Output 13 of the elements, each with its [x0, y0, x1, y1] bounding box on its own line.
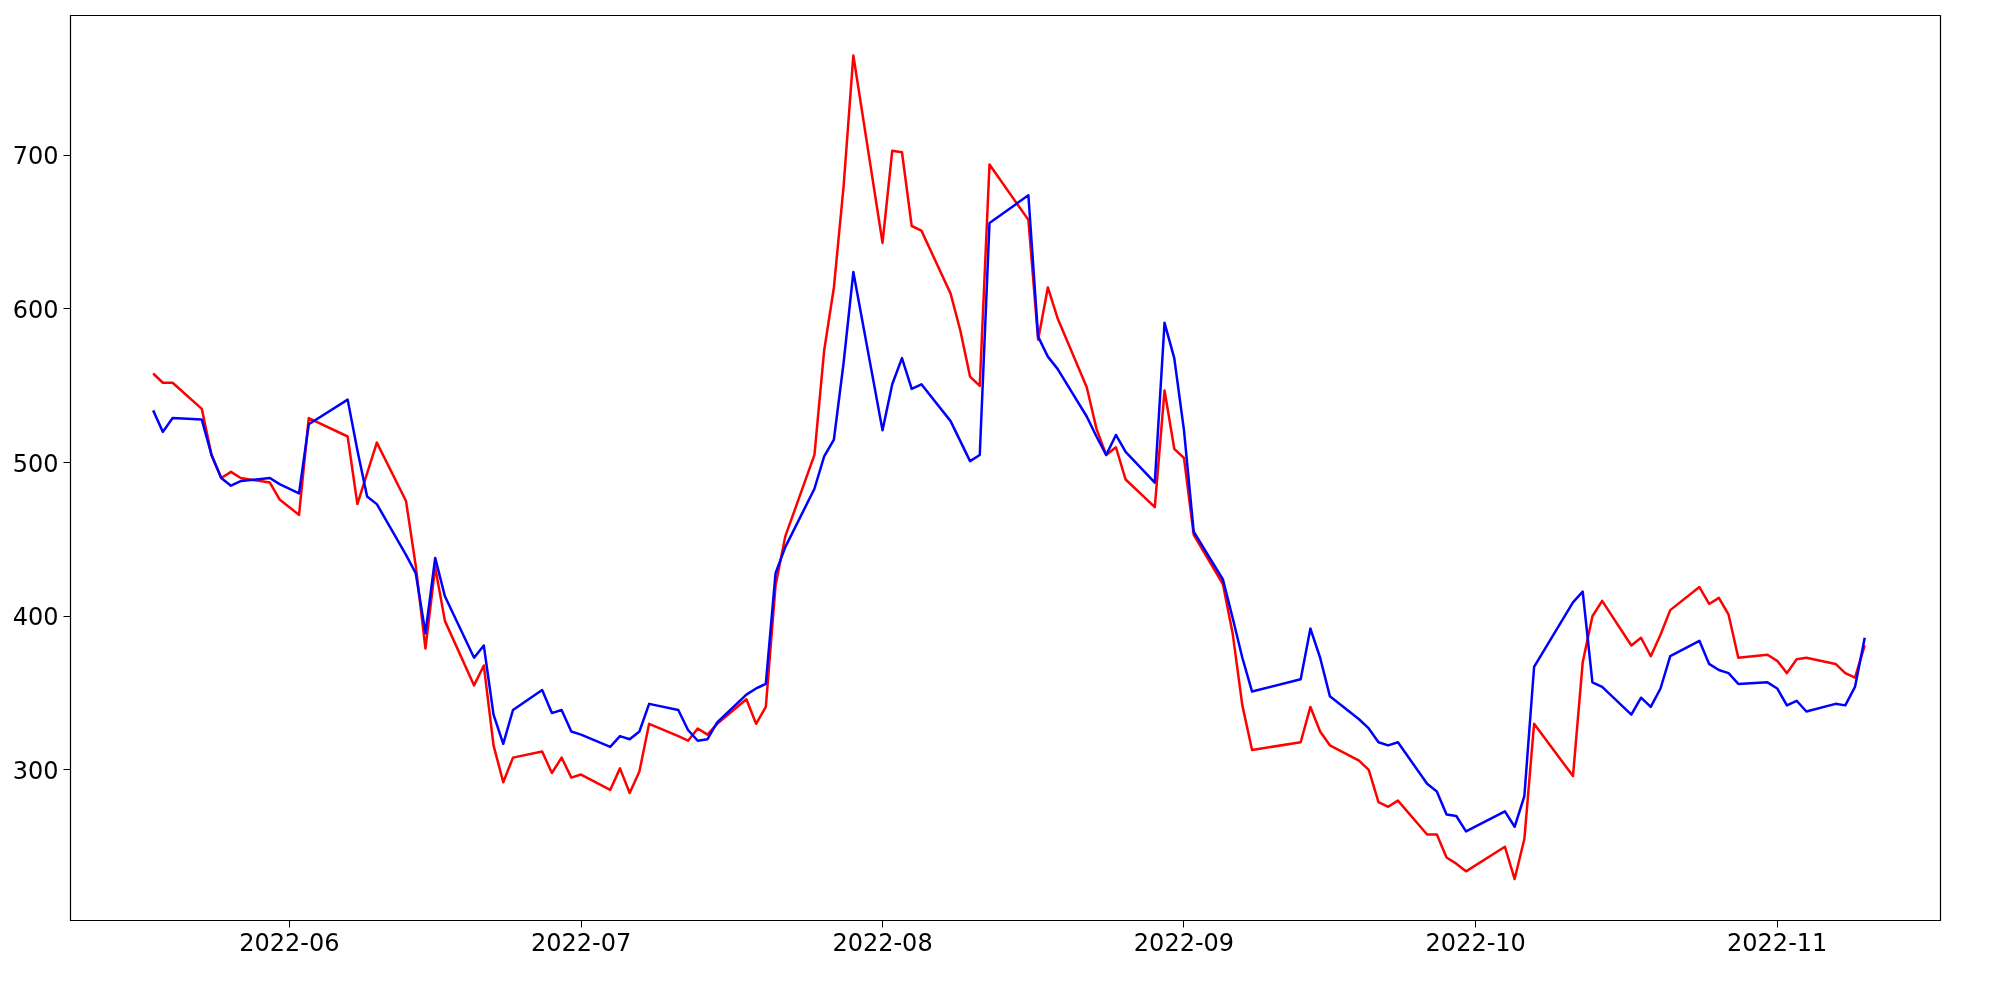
y-tick-label: 300: [12, 756, 59, 785]
x-tick-label: 2022-08: [832, 928, 933, 957]
x-tick-label: 2022-10: [1425, 928, 1526, 957]
x-tick-label: 2022-11: [1727, 928, 1828, 957]
x-tick-label: 2022-09: [1133, 928, 1235, 957]
x-tick-label: 2022-07: [530, 928, 632, 957]
x-tick-label: 2022-06: [239, 928, 340, 957]
y-tick-label: 700: [12, 142, 59, 171]
line-series: [151, 194, 1866, 833]
line-series: [151, 54, 1866, 881]
y-tick-label: 500: [12, 449, 59, 478]
y-tick-label: 400: [12, 603, 59, 632]
y-tick-label: 600: [12, 295, 59, 324]
